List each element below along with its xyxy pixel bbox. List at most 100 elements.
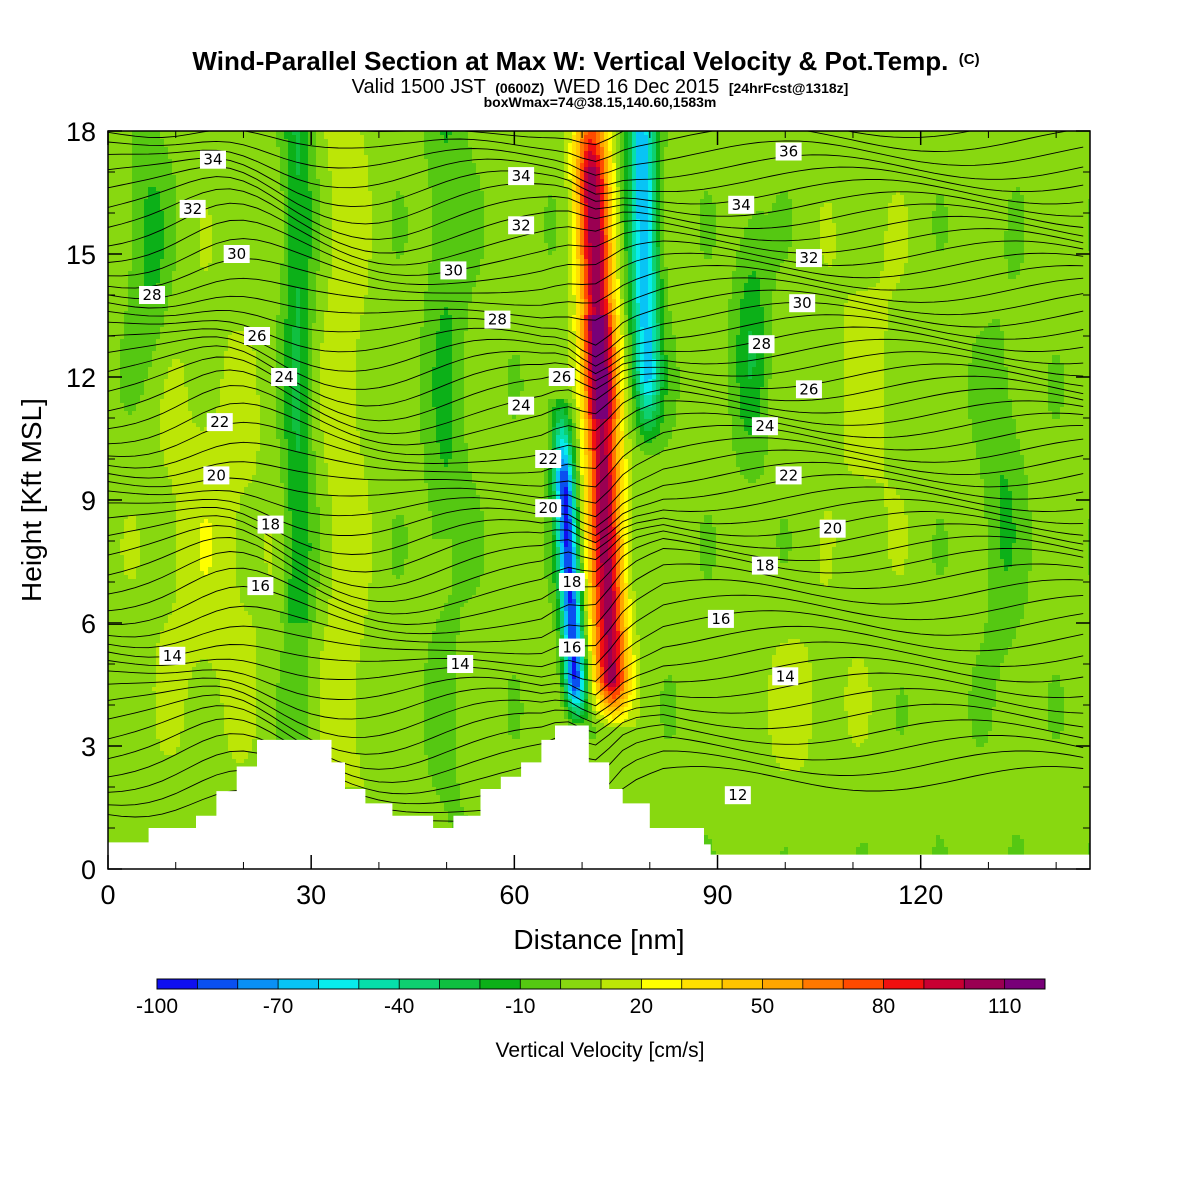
theta-label-bg <box>795 249 822 268</box>
theta-label-bg <box>440 261 467 280</box>
theta-contour <box>108 314 1084 372</box>
theta-label-text: 18 <box>562 573 581 591</box>
vv-band-4 <box>120 131 908 869</box>
theta-contour <box>108 131 1071 162</box>
subtitle-valid: Valid 1500 JST <box>352 76 486 98</box>
theta-label-text: 12 <box>728 786 747 804</box>
theta-label-bg <box>558 638 585 657</box>
theta-label-30: 20 <box>819 519 846 538</box>
colorbar-swatch-19 <box>923 979 965 989</box>
theta-label-text: 14 <box>776 667 795 685</box>
theta-label-bg <box>247 577 274 596</box>
theta-label-text: 22 <box>210 413 229 431</box>
theta-label-25: 30 <box>789 294 816 313</box>
theta-label-0: 34 <box>199 150 226 169</box>
theta-label-16: 24 <box>508 396 535 415</box>
colorbar-swatch-1 <box>197 979 239 989</box>
theta-contour <box>108 0 1083 7</box>
theta-contour <box>108 326 1084 390</box>
x-axis-label: Distance [nm] <box>513 924 684 955</box>
theta-label-text: 26 <box>799 380 818 398</box>
theta-contour <box>108 0 1083 24</box>
theta-label-text: 24 <box>755 417 774 435</box>
theta-contour <box>108 625 1084 700</box>
theta-contour <box>108 498 1084 589</box>
theta-label-text: 28 <box>142 286 161 304</box>
subtitle-forecast: [24hrFcst@1318z] <box>729 80 848 96</box>
theta-label-34: 12 <box>724 786 751 805</box>
colorbar-swatch-11 <box>601 979 642 989</box>
colorbar-swatch-14 <box>722 979 763 989</box>
theta-contour <box>108 252 1084 294</box>
chart-subtitle: Valid 1500 JST (0600Z) WED 16 Dec 2015 [… <box>352 76 849 98</box>
theta-label-28: 24 <box>751 417 778 436</box>
theta-label-text: 20 <box>823 520 842 538</box>
theta-contour <box>108 388 1084 456</box>
y-axis-label: Height [Kft MSL] <box>16 398 47 602</box>
vv-band-20 <box>560 471 580 691</box>
terrain <box>108 725 1090 869</box>
theta-label-bg <box>179 199 206 218</box>
theta-contour <box>108 610 1084 682</box>
theta-label-text: 32 <box>183 200 202 218</box>
theta-label-21: 14 <box>447 655 474 673</box>
colorbar-label: 80 <box>872 995 895 1018</box>
theta-contour <box>108 523 1084 615</box>
chart-title: Wind-Parallel Section at Max W: Vertical… <box>192 46 979 76</box>
colorbar-swatch-0 <box>157 979 198 989</box>
theta-label-bg <box>243 327 270 345</box>
theta-label-12: 32 <box>508 216 535 235</box>
chart-title-main: Wind-Parallel Section at Max W: Vertical… <box>192 46 948 76</box>
theta-contour <box>108 301 1084 358</box>
colorbar-label: -100 <box>136 995 178 1018</box>
theta-label-text: 14 <box>163 647 182 665</box>
theta-label-text: 30 <box>793 294 812 312</box>
theta-contour <box>108 535 1084 625</box>
theta-label-text: 14 <box>451 655 470 673</box>
theta-label-text: 30 <box>227 245 246 263</box>
theta-contour <box>108 351 1084 422</box>
box-wmax-info: boxWmax=74@38.15,140.60,1583m <box>484 94 717 110</box>
theta-contour <box>108 703 1084 783</box>
colorbar-label: 50 <box>751 995 774 1018</box>
theta-label-text: 20 <box>207 466 226 484</box>
theta-label-10: 14 <box>159 646 186 665</box>
theta-contour <box>108 166 1084 225</box>
vv-band-7 <box>576 131 628 707</box>
vv-band-15 <box>584 139 620 691</box>
theta-label-3: 28 <box>139 286 166 304</box>
y-tick-label: 3 <box>81 732 96 762</box>
theta-label-bg <box>447 655 474 673</box>
theta-label-bg <box>751 417 778 436</box>
theta-contour <box>108 176 1084 240</box>
theta-label-text: 30 <box>444 261 463 279</box>
vv-band-0 <box>108 131 1090 869</box>
colorbar-swatch-7 <box>439 979 481 989</box>
theta-contour <box>108 437 1084 504</box>
theta-label-bg <box>819 519 846 538</box>
colorbar-swatch-10 <box>560 979 602 989</box>
theta-contour <box>108 238 1084 285</box>
theta-label-22: 36 <box>775 142 802 161</box>
theta-label-bg <box>789 294 816 313</box>
theta-label-26: 28 <box>748 335 775 354</box>
theta-contour <box>108 265 1084 306</box>
colorbar-swatch-5 <box>358 979 400 989</box>
y-tick-label: 9 <box>81 486 96 516</box>
theta-label-7: 20 <box>203 466 230 485</box>
colorbar-swatch-2 <box>237 979 279 989</box>
colorbar-swatch-18 <box>883 979 925 989</box>
theta-label-bg <box>558 573 585 591</box>
theta-label-text: 26 <box>552 368 571 386</box>
theta-label-text: 20 <box>539 499 558 517</box>
theta-contour <box>108 579 1084 655</box>
theta-contour <box>108 289 1084 346</box>
y-tick-label: 0 <box>81 855 96 885</box>
theta-label-bg <box>203 466 230 485</box>
theta-contour <box>108 363 1084 435</box>
theta-label-bg <box>206 413 233 432</box>
x-axis: 0 30 60 90 120 <box>100 131 1057 910</box>
colorbar-swatch-15 <box>762 979 804 989</box>
theta-contour <box>108 0 1083 41</box>
